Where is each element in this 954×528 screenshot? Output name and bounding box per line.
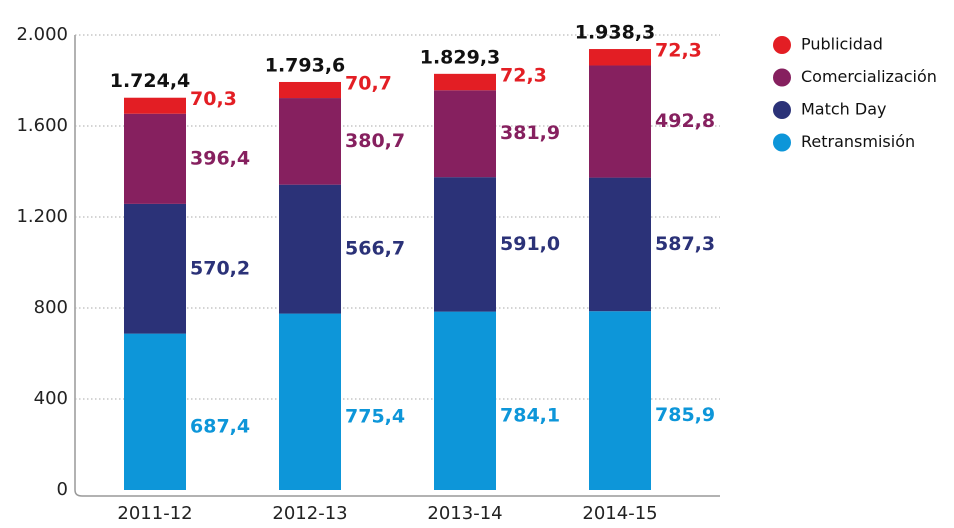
- total-label: 1.724,4: [110, 70, 191, 92]
- y-tick-label: 400: [34, 388, 68, 409]
- data-label: 380,7: [345, 130, 405, 152]
- y-tick-label: 1.600: [16, 115, 68, 136]
- legend-label: Match Day: [801, 100, 887, 119]
- y-tick-label: 800: [34, 297, 68, 318]
- x-tick-label: 2011-12: [117, 503, 192, 524]
- bar-segment: [434, 311, 496, 490]
- x-tick-label: 2012-13: [272, 503, 347, 524]
- data-label: 381,9: [500, 122, 560, 144]
- legend-marker: [773, 133, 791, 152]
- bar-segment: [434, 90, 496, 178]
- y-tick-label: 0: [57, 479, 68, 500]
- bar-segment: [589, 177, 651, 312]
- bar-segment: [589, 311, 651, 490]
- bar-segment: [279, 98, 341, 185]
- data-label: 687,4: [190, 415, 250, 437]
- legend-label: Publicidad: [801, 35, 883, 54]
- bar-segment: [589, 65, 651, 178]
- data-label: 570,2: [190, 257, 250, 279]
- data-label: 775,4: [345, 405, 405, 427]
- bar-segment: [589, 49, 651, 66]
- bar-segment: [279, 184, 341, 314]
- bar-segment: [434, 177, 496, 312]
- data-label: 591,0: [500, 233, 560, 255]
- bar-segment: [124, 203, 186, 334]
- bar-segment: [124, 113, 186, 204]
- data-label: 784,1: [500, 404, 560, 426]
- data-label: 72,3: [655, 40, 702, 62]
- legend-marker: [773, 68, 791, 87]
- data-label: 785,9: [655, 404, 715, 426]
- total-label: 1.938,3: [575, 22, 656, 44]
- y-tick-label: 2.000: [16, 24, 68, 45]
- x-tick-label: 2014-15: [582, 503, 657, 524]
- bar-segment: [434, 73, 496, 91]
- legend-marker: [773, 101, 791, 119]
- bar-segment: [124, 333, 186, 490]
- data-label: 72,3: [500, 64, 547, 86]
- y-tick-label: 1.200: [16, 206, 68, 227]
- x-axis: [74, 489, 720, 497]
- data-label: 70,3: [190, 88, 237, 110]
- data-label: 587,3: [655, 233, 715, 255]
- total-label: 1.829,3: [420, 46, 501, 68]
- bar-segment: [279, 313, 341, 490]
- data-label: 396,4: [190, 147, 250, 169]
- bar-segment: [279, 81, 341, 99]
- legend-label: Comercialización: [801, 67, 937, 86]
- total-label: 1.793,6: [265, 54, 346, 76]
- bar-segment: [124, 97, 186, 114]
- data-label: 566,7: [345, 238, 405, 260]
- data-label: 492,8: [655, 110, 715, 132]
- legend-marker: [773, 36, 791, 54]
- x-tick-label: 2013-14: [427, 503, 502, 524]
- legend-label: Retransmisión: [801, 132, 915, 151]
- data-label: 70,7: [345, 72, 392, 94]
